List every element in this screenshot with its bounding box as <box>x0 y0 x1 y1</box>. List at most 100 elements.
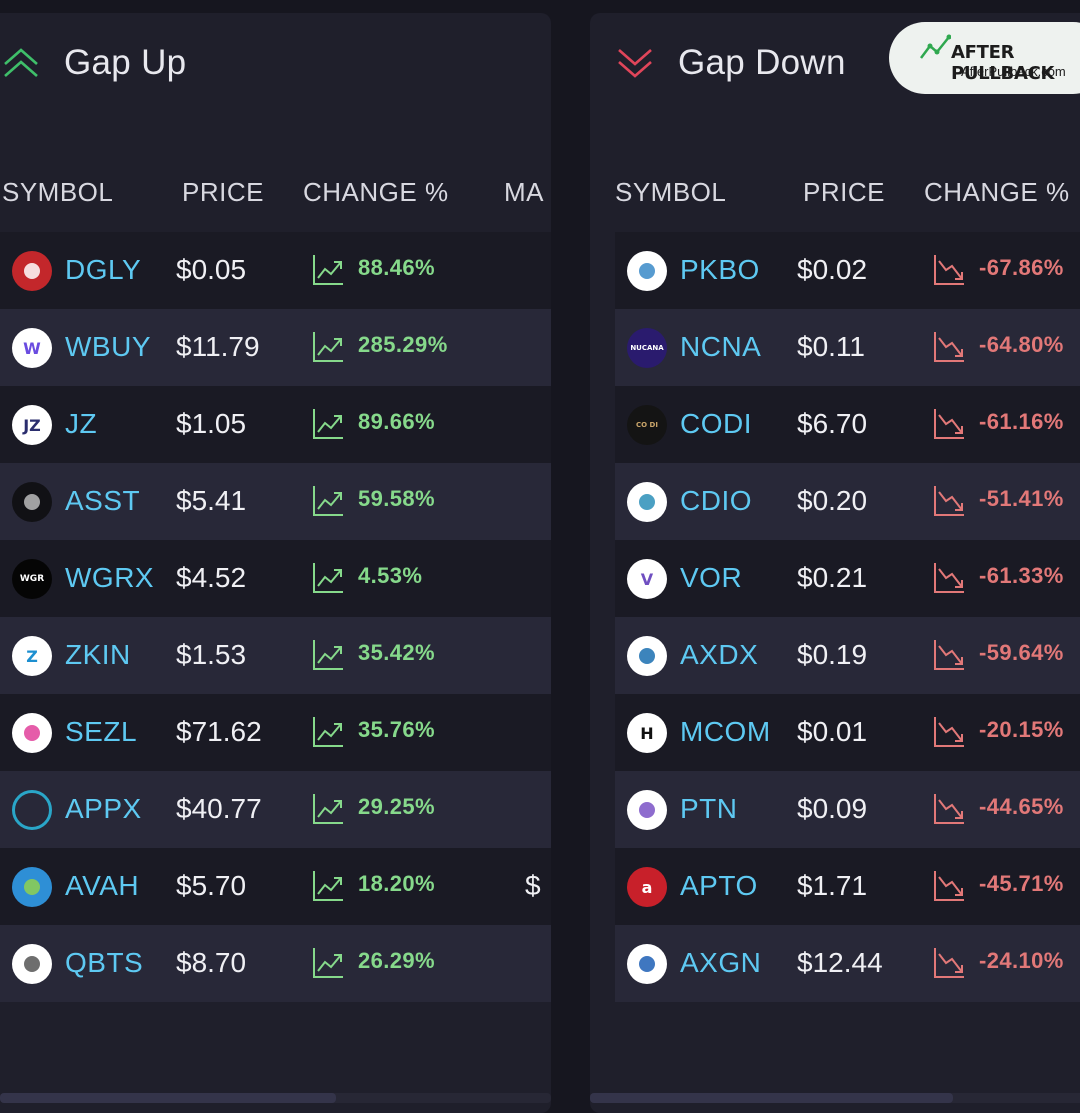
company-logo-icon <box>627 944 667 984</box>
ticker-symbol-link[interactable]: MCOM <box>680 716 771 747</box>
horizontal-scrollbar[interactable] <box>0 1093 551 1103</box>
trend-up-icon <box>312 715 345 748</box>
ticker-symbol-link[interactable]: APTO <box>680 870 758 901</box>
table-row[interactable]: SEZL $71.62 35.76% <box>0 694 551 771</box>
watermark-brand: AFTER PULLBACK <box>951 42 1055 84</box>
ticker-symbol-link[interactable]: WGRX <box>65 562 155 593</box>
table-row[interactable]: PTN $0.09 -44.65% <box>615 771 1080 848</box>
company-logo-icon <box>12 867 52 907</box>
ticker-symbol-link[interactable]: ZKIN <box>65 639 131 670</box>
column-header-price[interactable]: PRICE <box>803 177 885 207</box>
change-percent-cell: 285.29% <box>358 332 448 357</box>
ticker-symbol-link[interactable]: ASST <box>65 485 141 516</box>
ticker-symbol-link[interactable]: SEZL <box>65 716 138 747</box>
gap-up-table: DGLY $0.05 88.46% W WBUY $11.79 285.29% JZ JZ $1.… <box>0 232 551 1002</box>
price-cell: $0.05 <box>176 254 247 285</box>
change-percent-cell: -61.33% <box>979 563 1064 588</box>
ticker-symbol-link[interactable]: WBUY <box>65 331 151 362</box>
scrollbar-thumb[interactable] <box>0 1093 336 1103</box>
table-row[interactable]: CDIO $0.20 -51.41% <box>615 463 1080 540</box>
company-logo-icon: NUCANA <box>627 328 667 368</box>
table-row[interactable]: APPX $40.77 29.25% <box>0 771 551 848</box>
table-row[interactable]: a APTO $1.71 -45.71% <box>615 848 1080 925</box>
trend-down-icon <box>933 253 966 286</box>
table-row[interactable]: AXGN $12.44 -24.10% <box>615 925 1080 1002</box>
company-logo-icon <box>12 482 52 522</box>
trend-up-icon <box>312 792 345 825</box>
ticker-symbol-link[interactable]: APPX <box>65 793 142 824</box>
column-header-symbol[interactable]: SYMBOL <box>615 177 727 207</box>
table-row[interactable]: AXDX $0.19 -59.64% <box>615 617 1080 694</box>
ticker-symbol-link[interactable]: AVAH <box>65 870 140 901</box>
ticker-symbol-link[interactable]: AXDX <box>680 639 759 670</box>
trend-down-icon <box>933 792 966 825</box>
trend-down-icon <box>933 715 966 748</box>
price-cell: $0.20 <box>797 485 868 516</box>
company-logo-icon <box>627 636 667 676</box>
change-percent-cell: -61.16% <box>979 409 1064 434</box>
trend-down-icon <box>933 484 966 517</box>
change-percent-cell: -44.65% <box>979 794 1064 819</box>
scrollbar-thumb[interactable] <box>590 1093 953 1103</box>
price-cell: $1.71 <box>797 870 868 901</box>
column-header-price[interactable]: PRICE <box>182 177 264 207</box>
table-row[interactable]: CO DI CODI $6.70 -61.16% <box>615 386 1080 463</box>
ticker-symbol-link[interactable]: JZ <box>65 408 98 439</box>
column-header-symbol[interactable]: SYMBOL <box>2 177 114 207</box>
company-logo-icon <box>627 482 667 522</box>
change-percent-cell: -20.15% <box>979 717 1064 742</box>
change-percent-cell: -24.10% <box>979 948 1064 973</box>
table-row[interactable]: NUCANA NCNA $0.11 -64.80% <box>615 309 1080 386</box>
ticker-symbol-link[interactable]: PKBO <box>680 254 760 285</box>
price-cell: $40.77 <box>176 793 262 824</box>
table-row[interactable]: Z ZKIN $1.53 35.42% <box>0 617 551 694</box>
ticker-symbol-link[interactable]: CODI <box>680 408 752 439</box>
double-chevron-up-icon <box>2 43 42 83</box>
trend-down-icon <box>933 330 966 363</box>
price-cell: $0.19 <box>797 639 868 670</box>
table-row[interactable]: WGR WGRX $4.52 4.53% <box>0 540 551 617</box>
trend-up-icon <box>312 407 345 440</box>
company-logo-icon: H <box>627 713 667 753</box>
horizontal-scrollbar[interactable] <box>590 1093 1080 1103</box>
trend-up-icon <box>312 869 345 902</box>
table-row[interactable]: DGLY $0.05 88.46% <box>0 232 551 309</box>
table-row[interactable]: PKBO $0.02 -67.86% <box>615 232 1080 309</box>
column-header-change[interactable]: CHANGE % <box>924 177 1070 207</box>
table-row[interactable]: JZ JZ $1.05 89.66% <box>0 386 551 463</box>
gap-up-panel: Gap Up SYMBOL PRICE CHANGE % MA DGLY $0.0… <box>0 13 551 1113</box>
column-header-change[interactable]: CHANGE % <box>303 177 449 207</box>
table-row[interactable]: QBTS $8.70 26.29% <box>0 925 551 1002</box>
company-logo-icon: Z <box>12 636 52 676</box>
change-percent-cell: 29.25% <box>358 794 436 819</box>
gap-down-header: Gap Down <box>616 43 846 83</box>
change-percent-cell: 26.29% <box>358 948 436 973</box>
ticker-symbol-link[interactable]: CDIO <box>680 485 752 516</box>
trend-down-icon <box>933 869 966 902</box>
gap-down-title: Gap Down <box>678 43 846 82</box>
change-percent-cell: -64.80% <box>979 332 1064 357</box>
ticker-symbol-link[interactable]: AXGN <box>680 947 762 978</box>
price-cell: $8.70 <box>176 947 247 978</box>
table-row[interactable]: V VOR $0.21 -61.33% <box>615 540 1080 617</box>
table-row[interactable]: ASST $5.41 59.58% <box>0 463 551 540</box>
company-logo-icon <box>627 790 667 830</box>
gap-down-table: PKBO $0.02 -67.86% NUCANA NCNA $0.11 -64.80% CO… <box>615 232 1080 1002</box>
ticker-symbol-link[interactable]: NCNA <box>680 331 762 362</box>
ticker-symbol-link[interactable]: QBTS <box>65 947 144 978</box>
table-row[interactable]: H MCOM $0.01 -20.15% <box>615 694 1080 771</box>
price-cell: $4.52 <box>176 562 247 593</box>
trend-down-icon <box>933 638 966 671</box>
table-row[interactable]: W WBUY $11.79 285.29% <box>0 309 551 386</box>
table-row[interactable]: AVAH $5.70 18.20% $ <box>0 848 551 925</box>
company-logo-icon <box>12 251 52 291</box>
truncated-cell: $ <box>525 870 541 901</box>
ticker-symbol-link[interactable]: VOR <box>680 562 743 593</box>
change-percent-cell: 59.58% <box>358 486 436 511</box>
double-chevron-down-icon <box>616 43 656 83</box>
column-header-truncated[interactable]: MA <box>504 177 544 207</box>
price-cell: $0.01 <box>797 716 868 747</box>
ticker-symbol-link[interactable]: PTN <box>680 793 738 824</box>
ticker-symbol-link[interactable]: DGLY <box>65 254 142 285</box>
price-cell: $1.53 <box>176 639 247 670</box>
